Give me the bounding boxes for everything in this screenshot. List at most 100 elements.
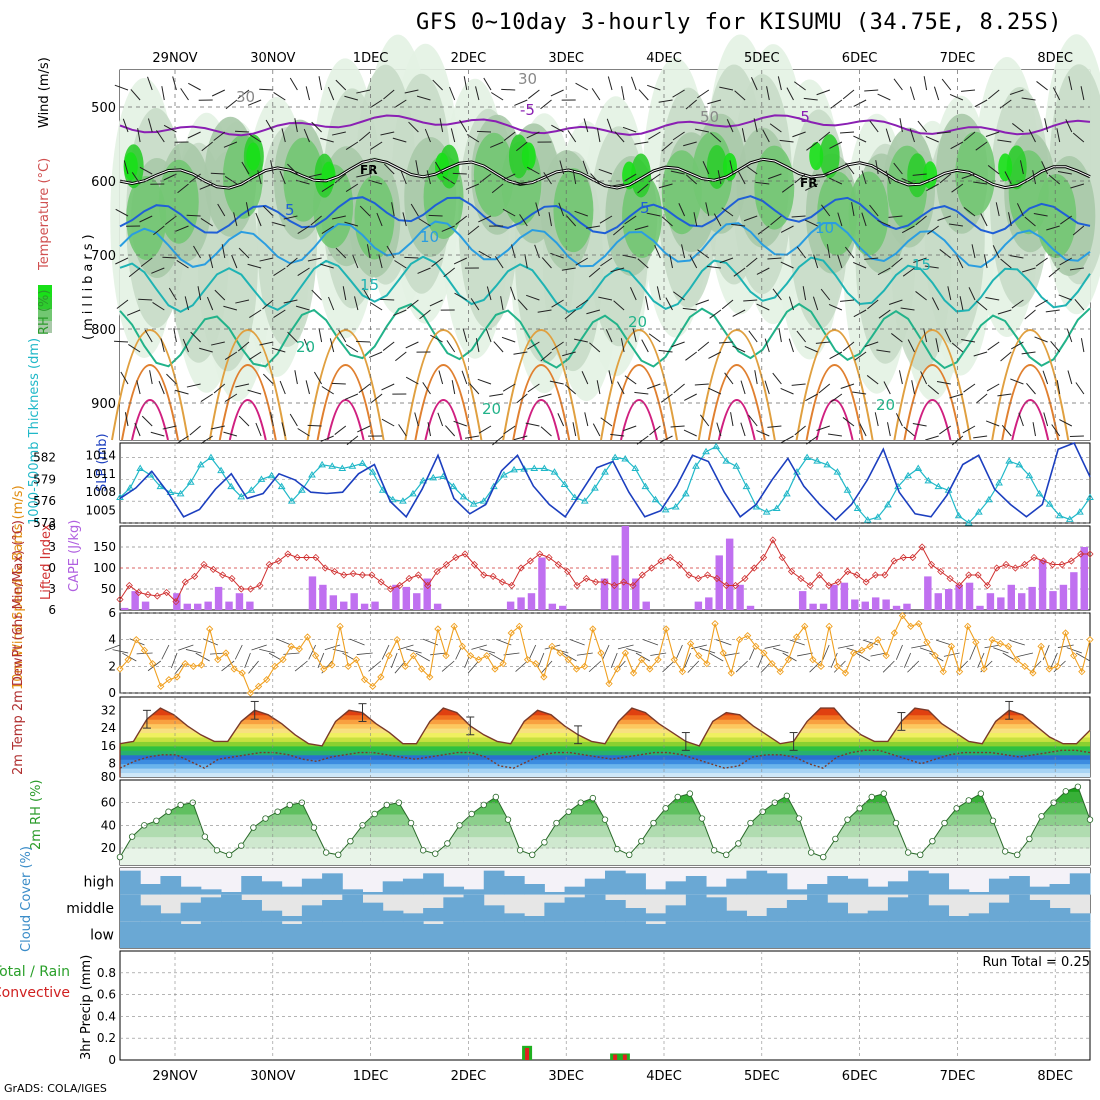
tick-label: 100: [93, 561, 116, 575]
wind-barb: [158, 380, 165, 395]
surface-contour: [815, 399, 854, 441]
cape-bar: [1049, 591, 1057, 610]
cloud-cell: [726, 878, 747, 895]
rh-point: [723, 851, 730, 858]
tick-label: 24: [101, 721, 116, 735]
wind-barb: [629, 287, 637, 301]
wind-barb: [931, 297, 940, 311]
wind-barb: [869, 120, 879, 133]
slp-line: [119, 441, 1091, 522]
wind10m-barb: [398, 644, 414, 650]
wind-barb: [980, 213, 988, 227]
cloud-cell: [180, 902, 202, 922]
wind-barb: [211, 425, 225, 430]
date-label-bottom: 6DEC: [842, 1069, 878, 1084]
wind-barb: [500, 296, 504, 311]
wind-barb: [866, 375, 879, 385]
wind-barb: [535, 202, 540, 217]
wind-barb: [820, 204, 831, 217]
cloud-cell: [1009, 921, 1030, 948]
wind-barb: [1048, 267, 1061, 278]
cloud-cell: [887, 881, 909, 895]
wind-barb: [419, 309, 431, 320]
thickness-point: [378, 486, 387, 493]
wind-barb: [827, 433, 842, 437]
wind-barb: [1041, 161, 1049, 175]
wind10m-barb: [394, 660, 406, 674]
wind-barb: [1016, 203, 1024, 217]
cloud-cell: [402, 921, 424, 948]
cloud-cell: [665, 881, 687, 895]
wind-barb: [463, 76, 468, 91]
wind10m-point: [1086, 636, 1094, 644]
wind10m-barb: [104, 644, 121, 651]
cape-bar: [965, 582, 974, 610]
wind-barb: [1059, 257, 1073, 266]
surface-contour: [610, 364, 668, 441]
thickness-point: [449, 482, 458, 490]
lifted-index-point: [787, 567, 796, 576]
wind-barb: [781, 183, 794, 193]
wind-barb: [430, 334, 443, 343]
wind-barb: [537, 393, 552, 399]
wind-barb: [223, 431, 238, 437]
wind-barb: [756, 267, 770, 275]
wind-barb: [418, 218, 431, 227]
wind-barb: [911, 380, 915, 395]
rh-point: [335, 851, 342, 858]
rh-point: [710, 847, 718, 854]
wind-barb: [441, 225, 455, 232]
wind-barb: [511, 244, 516, 259]
wind-barb: [130, 89, 141, 101]
cloud-cell: [625, 873, 646, 895]
wind-barb: [572, 170, 577, 185]
wind-barb: [717, 170, 722, 185]
rh-point: [116, 853, 124, 861]
wind-barb: [259, 257, 274, 262]
wind-barb: [453, 420, 467, 427]
rh-point: [347, 838, 354, 845]
wind-barb: [462, 328, 468, 343]
wind-barb: [115, 257, 129, 265]
axis-labels: RH (%) Temperature (°C) Wind (m/s) (mill…: [0, 57, 1090, 1060]
wind-barb: [332, 131, 346, 136]
wind-barb: [986, 383, 1000, 392]
wind-barb: [321, 386, 334, 395]
surface-contour: [218, 364, 277, 441]
lifted-index-point: [125, 581, 133, 590]
wind-barb: [670, 170, 685, 175]
wind10m-barb: [1017, 652, 1034, 657]
wind-barb: [791, 215, 806, 218]
wind-barb: [548, 212, 552, 227]
wind-barb: [345, 141, 359, 151]
wind10m-barb: [588, 660, 602, 673]
wind-barb: [939, 249, 952, 259]
cape-bar: [1059, 584, 1068, 610]
wind-barb: [459, 119, 468, 133]
cloud-cell: [847, 913, 869, 922]
wind-barb: [437, 412, 444, 427]
wind-barb: [358, 383, 371, 393]
thickness-point: [227, 482, 236, 490]
wind-barb: [893, 162, 903, 175]
wind-barb: [320, 435, 334, 442]
wind-barb: [764, 338, 770, 353]
lower-panels: [104, 441, 1094, 1060]
wind-barb: [697, 341, 710, 352]
wind-barb: [139, 166, 153, 175]
wind-barb: [404, 89, 419, 94]
wind-barb: [845, 162, 855, 175]
cloud-cell: [968, 892, 990, 895]
wind-barb: [279, 380, 286, 395]
wind-barb: [992, 245, 1000, 259]
wind-barb: [685, 99, 698, 110]
wind-barb: [141, 415, 153, 427]
wind-barb: [903, 426, 915, 437]
cloud-cell: [827, 876, 848, 895]
tick-label: 0.8: [97, 966, 116, 980]
wind-barb: [589, 342, 601, 353]
wind-barb: [1000, 258, 1012, 269]
cloud-cell: [645, 889, 667, 895]
run-total-label: Run Total = 0.25: [982, 955, 1090, 970]
wind-barb: [476, 130, 492, 133]
